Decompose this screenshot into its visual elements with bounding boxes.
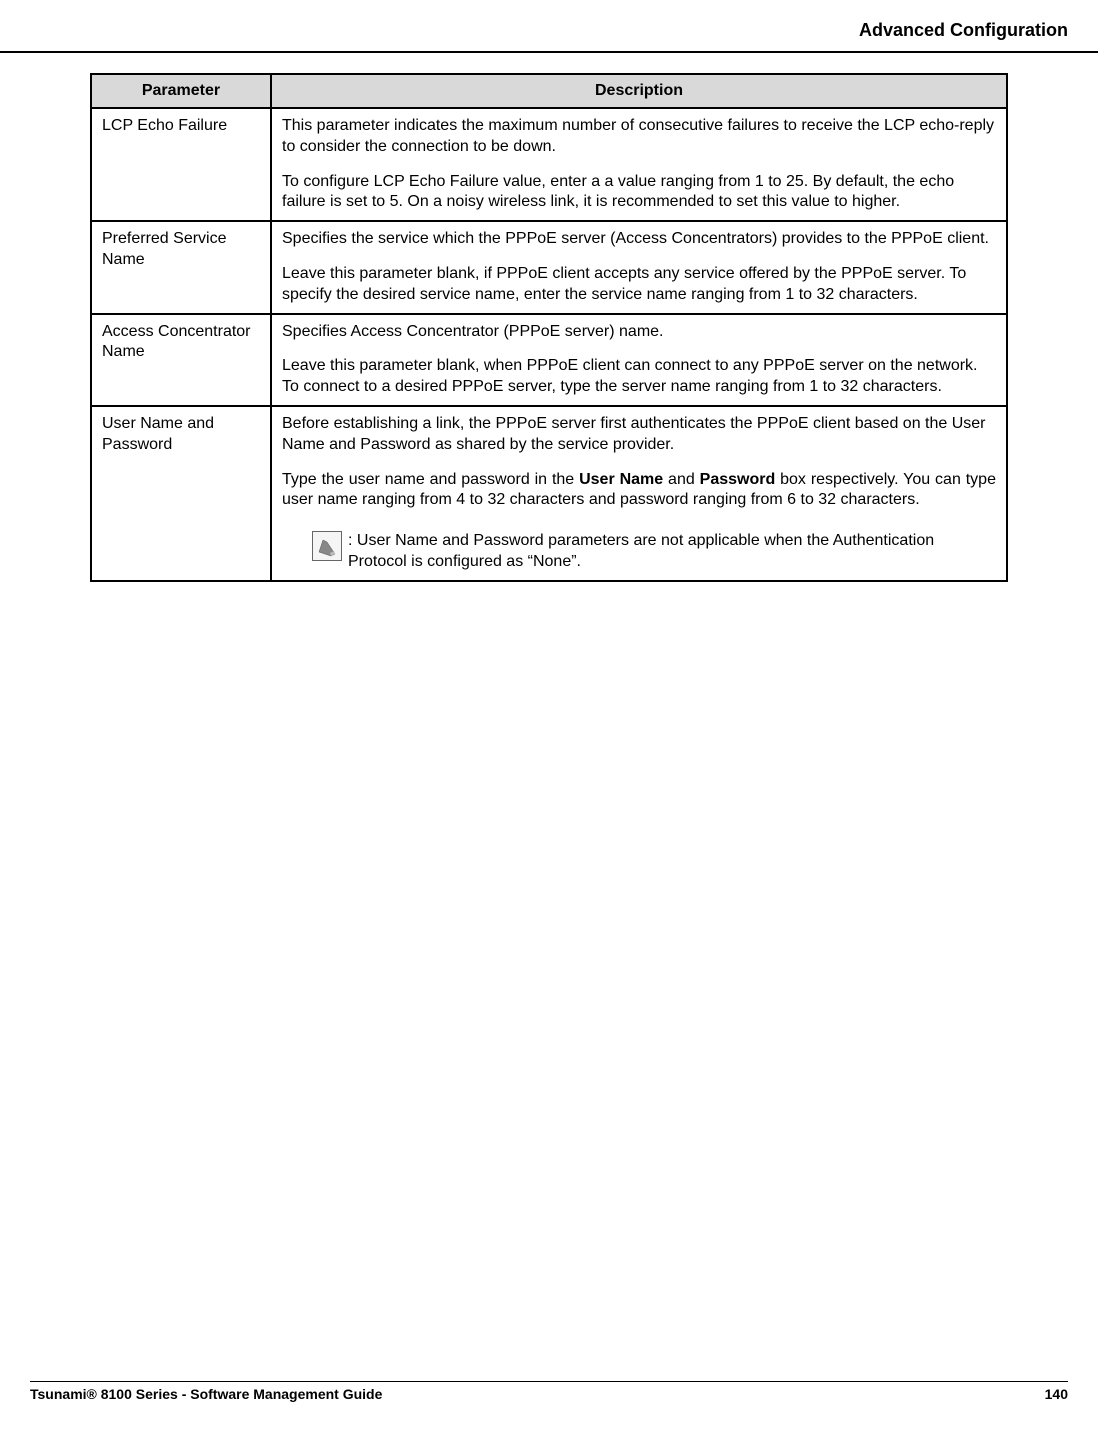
table-header-row: Parameter Description [91, 74, 1007, 108]
param-cell-lcp-echo: LCP Echo Failure [91, 108, 271, 221]
text-fragment: and [663, 471, 699, 488]
header-divider [0, 51, 1098, 53]
table-row: Preferred Service Name Specifies the ser… [91, 221, 1007, 313]
table-row: LCP Echo Failure This parameter indicate… [91, 108, 1007, 221]
desc-para: Leave this parameter blank, when PPPoE c… [282, 356, 996, 398]
footer-guide-name: Tsunami® 8100 Series - Software Manageme… [30, 1386, 382, 1402]
section-header: Advanced Configuration [0, 0, 1098, 51]
desc-para: Specifies the service which the PPPoE se… [282, 229, 996, 250]
table-row: User Name and Password Before establishi… [91, 406, 1007, 581]
param-cell-access-concentrator: Access Concentrator Name [91, 314, 271, 406]
footer-divider [30, 1381, 1068, 1382]
text-fragment: Type the user name and password in the [282, 471, 579, 488]
col-header-description: Description [271, 74, 1007, 108]
footer-page-number: 140 [1045, 1386, 1068, 1402]
bold-username: User Name [579, 471, 663, 488]
note-icon [312, 531, 342, 561]
param-cell-preferred-service: Preferred Service Name [91, 221, 271, 313]
desc-para: This parameter indicates the maximum num… [282, 116, 996, 158]
table-row: Access Concentrator Name Specifies Acces… [91, 314, 1007, 406]
main-content: Parameter Description LCP Echo Failure T… [0, 73, 1098, 582]
desc-cell-access-concentrator: Specifies Access Concentrator (PPPoE ser… [271, 314, 1007, 406]
desc-cell-lcp-echo: This parameter indicates the maximum num… [271, 108, 1007, 221]
desc-cell-username-password: Before establishing a link, the PPPoE se… [271, 406, 1007, 581]
desc-para: To configure LCP Echo Failure value, ent… [282, 172, 996, 214]
bold-password: Password [700, 471, 776, 488]
desc-para: Leave this parameter blank, if PPPoE cli… [282, 264, 996, 306]
footer-row: Tsunami® 8100 Series - Software Manageme… [30, 1386, 1068, 1402]
desc-para: Before establishing a link, the PPPoE se… [282, 414, 996, 456]
desc-para: Type the user name and password in the U… [282, 470, 996, 512]
param-cell-username-password: User Name and Password [91, 406, 271, 581]
col-header-parameter: Parameter [91, 74, 271, 108]
note-row: : User Name and Password parameters are … [282, 525, 996, 573]
desc-cell-preferred-service: Specifies the service which the PPPoE se… [271, 221, 1007, 313]
note-text: : User Name and Password parameters are … [348, 531, 996, 573]
parameter-table: Parameter Description LCP Echo Failure T… [90, 73, 1008, 582]
desc-para: Specifies Access Concentrator (PPPoE ser… [282, 322, 996, 343]
page-footer: Tsunami® 8100 Series - Software Manageme… [0, 1381, 1098, 1402]
